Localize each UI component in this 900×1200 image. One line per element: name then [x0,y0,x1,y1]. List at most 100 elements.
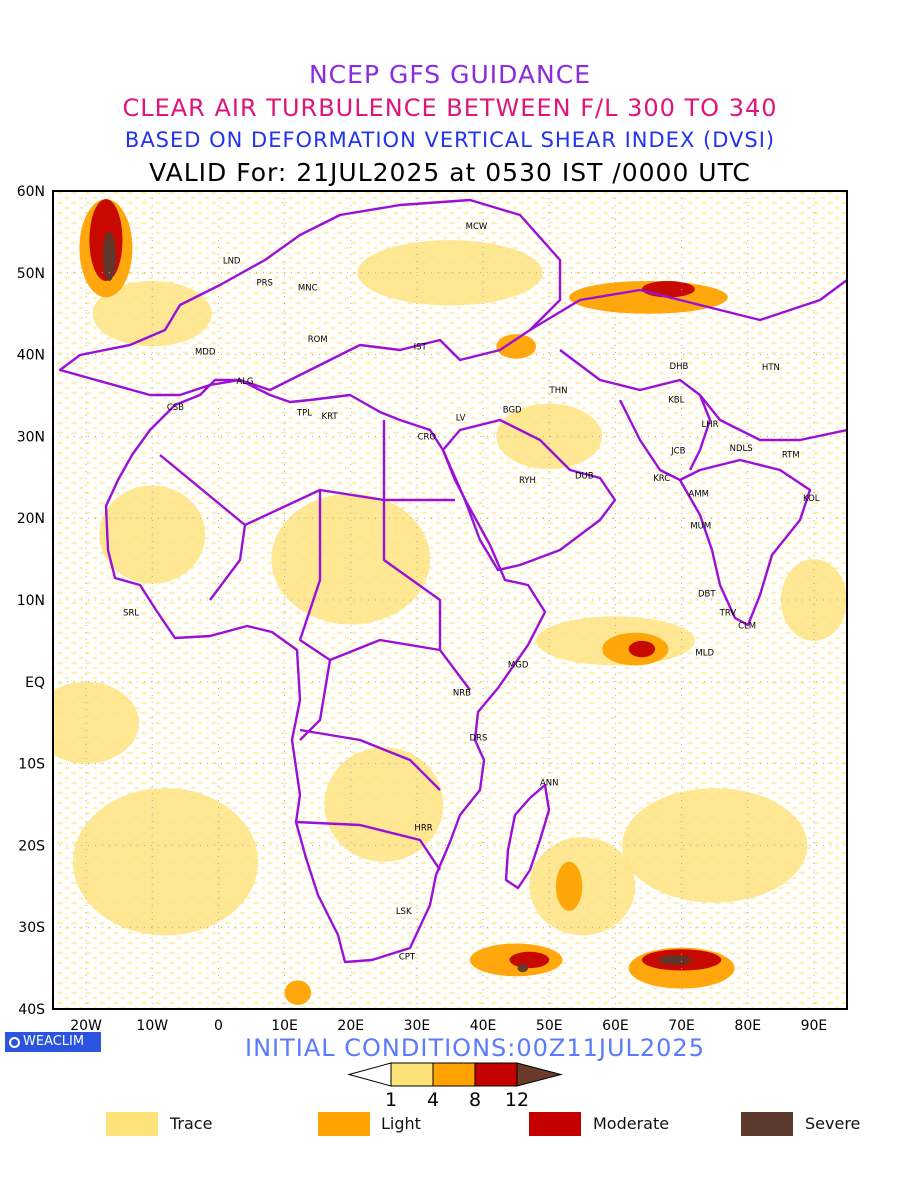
asia-borders [529,279,847,482]
lon-tick-label: 50E [536,1018,563,1034]
lat-tick-label: 20S [18,838,45,854]
valid-time: VALID For: 21JUL2025 at 0530 IST /0000 U… [149,158,751,187]
station-label-krc: KRC [653,474,670,484]
turbulence-area-moderate [509,951,550,969]
turbulence-area-severe [658,955,692,965]
lon-tick-label: 20W [70,1018,102,1034]
station-label-dub: DUB [575,472,594,482]
turbulence-area-light [555,861,583,911]
station-label-srl: SRL [123,608,139,618]
turbulence-layer [53,199,847,1005]
lat-tick-label: 10N [17,593,45,609]
station-label-alg: ALG [236,377,253,387]
africa-coastline [104,378,547,964]
legend-swatch-light [318,1112,370,1136]
turbulence-area-light [496,334,537,359]
station-label-mld: MLD [695,648,714,658]
colorbar-tick-label: 8 [469,1089,481,1111]
lon-tick-label: 0 [214,1018,223,1034]
lon-tick-label: 90E [801,1018,828,1034]
station-label-ann: ANN [540,778,559,788]
station-label-mcw: MCW [466,222,488,232]
lat-tick-label: 40S [18,1002,45,1018]
turbulence-area-trace [780,559,847,641]
globe-icon [9,1037,20,1048]
turbulence-area-trace [622,788,808,903]
legend-swatch-severe [741,1112,793,1136]
turbulence-area-trace [53,681,140,764]
colorbar-lower-arrow [347,1062,392,1087]
lon-tick-label: 30E [404,1018,431,1034]
turbulence-area-light [284,980,312,1005]
logo-text: WEACLIM [23,1034,85,1049]
station-label-dbt: DBT [698,589,716,599]
station-label-mum: MUM [690,522,711,532]
turbulence-area-trace [357,240,543,306]
legend-label-trace: Trace [170,1114,213,1133]
turbulence-area-severe [517,964,529,973]
turbulence-area-trace [271,493,431,625]
lon-tick-label: 70E [668,1018,695,1034]
turbulence-area-severe [102,231,116,281]
colorbar: 1 4 8 12 [347,1062,563,1111]
station-label-krt: KRT [322,412,339,422]
station-label-lsk: LSK [396,907,412,917]
lon-tick-label: 10W [136,1018,168,1034]
colorbar-tick-label: 12 [505,1089,529,1111]
map-frame [52,190,848,1010]
legend-swatch-moderate [529,1112,581,1136]
station-label-lv: LV [456,414,466,424]
colorbar-segment [432,1062,476,1087]
weaclim-logo: WEACLIM [5,1032,101,1052]
station-label-trv: TRV [719,608,737,618]
india-outline [678,458,812,627]
lon-tick-label: 60E [602,1018,629,1034]
station-label-dhb: DHB [670,362,689,372]
station-labels: MCW LND PRS MNC ROM MDD IST ALG CSB TPL KRT LV CRO BG… [123,222,820,962]
station-label-tpl: TPL [296,409,312,419]
colorbar-tick-label: 4 [427,1089,439,1111]
station-label-prs: PRS [257,279,273,289]
lat-tick-label: 60N [17,184,45,200]
lat-tick-label: 10S [18,757,45,773]
legend-label-moderate: Moderate [593,1114,670,1133]
country-borders [58,198,847,964]
colorbar-upper-arrow [516,1062,563,1087]
station-label-nrb: NRB [453,688,471,698]
station-label-cpt: CPT [399,953,416,963]
initial-conditions: INITIAL CONDITIONS:00Z11JUL2025 [245,1034,705,1062]
map-title: NCEP GFS GUIDANCE [308,60,591,89]
axis-labels: 20W 10W 0 10E 20E 30E 40E 50E 60E 70E 80E 90E 60N 50N… [17,184,828,1034]
station-label-mdd: MDD [195,347,216,357]
station-label-ryh: RYH [519,476,536,486]
lon-tick-label: 80E [734,1018,761,1034]
station-label-cro: CRO [418,432,437,442]
station-label-csb: CSB [167,403,184,413]
europe-outline [58,198,562,397]
station-label-clm: CLM [738,621,756,631]
turbulence-area-trace [324,747,444,862]
legend-label-light: Light [381,1114,421,1133]
lat-tick-label: 40N [17,348,45,364]
lat-tick-label: 30N [17,429,45,445]
lon-tick-label: 20E [337,1018,364,1034]
lat-tick-label: 30S [18,920,45,936]
station-label-thn: THN [549,386,568,396]
station-label-rtm: RTM [782,450,800,460]
turbulence-area-moderate [641,280,695,298]
legend-label-severe: Severe [805,1114,861,1133]
station-label-ist: IST [414,342,428,352]
station-label-kbl: KBL [668,396,684,406]
lat-tick-label: EQ [25,675,45,691]
map-subtitle: CLEAR AIR TURBULENCE BETWEEN F/L 300 TO … [122,94,778,122]
legend-swatch-trace [106,1112,158,1136]
lon-tick-label: 40E [470,1018,497,1034]
lat-tick-label: 20N [17,511,45,527]
colorbar-segment [390,1062,434,1087]
station-label-mgd: MGD [508,661,529,671]
madagascar-outline [504,783,551,890]
lon-tick-label: 10E [271,1018,298,1034]
station-label-amm: AMM [689,490,709,500]
turbulence-area-trace [72,788,259,936]
